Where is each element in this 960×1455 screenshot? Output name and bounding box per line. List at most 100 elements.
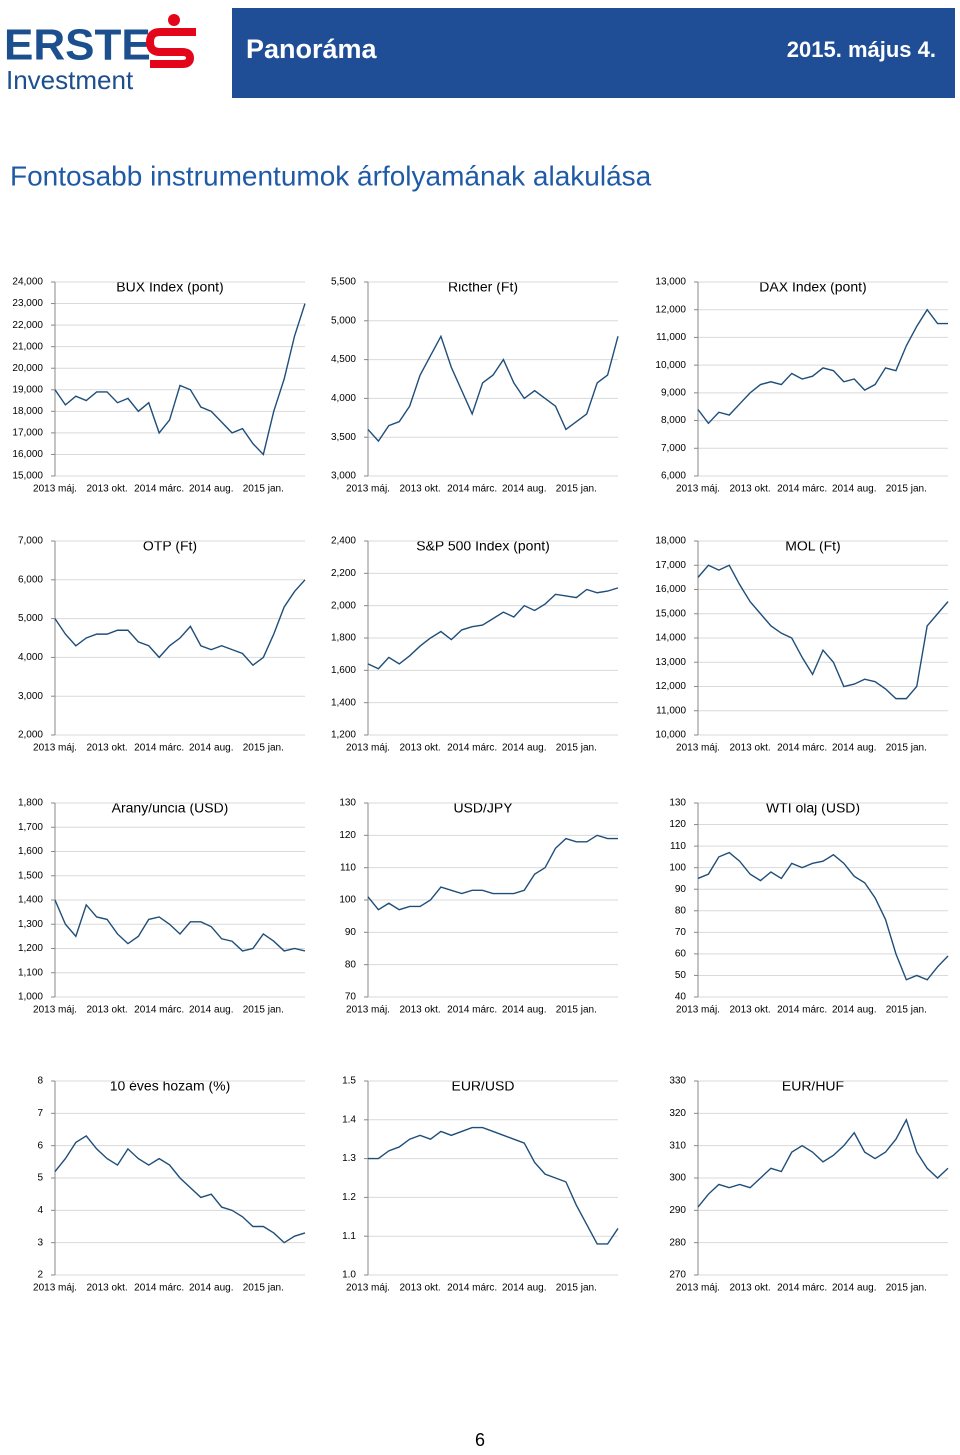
x-tick-label: 2014 márc.	[777, 484, 827, 495]
y-tick-label: 40	[675, 992, 687, 1003]
y-tick-label: 10,000	[655, 360, 686, 371]
x-tick-label: 2014 aug.	[832, 1005, 877, 1016]
y-tick-label: 11,000	[656, 332, 686, 343]
chart-title: USD/JPY	[453, 800, 513, 816]
y-tick-label: 18,000	[655, 536, 686, 547]
y-tick-label: 6	[37, 1140, 43, 1151]
y-tick-label: 4,000	[18, 652, 43, 663]
y-tick-label: 310	[669, 1140, 686, 1151]
chart: EUR/HUF 270 280 290 300 310 320 330 2013 máj. 201…	[669, 1076, 949, 1294]
y-tick-label: 120	[339, 830, 356, 841]
y-tick-label: 270	[669, 1270, 686, 1281]
y-tick-label: 7,000	[18, 536, 43, 547]
x-tick-label: 2015 jan.	[556, 743, 597, 754]
x-tick-label: 2014 aug.	[189, 1283, 234, 1294]
y-tick-label: 320	[669, 1108, 686, 1119]
chart: OTP (Ft) 2,000 3,000 4,000 5,000 6,000 7,000 20…	[18, 536, 306, 754]
y-tick-label: 1.4	[342, 1114, 356, 1125]
y-tick-label: 1,600	[18, 846, 43, 857]
x-tick-label: 2013 okt.	[400, 1283, 441, 1294]
x-tick-label: 2015 jan.	[556, 1005, 597, 1016]
x-tick-label: 2014 aug.	[502, 1005, 547, 1016]
x-tick-label: 2013 okt.	[87, 1005, 128, 1016]
price-line	[367, 334, 619, 443]
y-tick-label: 11,000	[656, 705, 686, 716]
x-tick-label: 2014 márc.	[134, 743, 184, 754]
chart: MOL (Ft) 10,000 11,000 12,000 13,000 14,000 15…	[655, 536, 949, 754]
y-tick-label: 130	[669, 798, 686, 809]
y-tick-label: 3,500	[331, 432, 356, 443]
chart: Arany/uncia (USD) 1,000 1,100 1,200 1,300 1,4…	[18, 798, 306, 1016]
x-tick-label: 2013 okt.	[400, 484, 441, 495]
x-tick-label: 2013 okt.	[730, 1005, 771, 1016]
y-tick-label: 20,000	[12, 363, 43, 374]
y-tick-label: 1,800	[18, 798, 43, 809]
x-tick-label: 2015 jan.	[556, 484, 597, 495]
x-tick-label: 2014 márc.	[134, 1005, 184, 1016]
y-tick-label: 9,000	[661, 387, 686, 398]
y-tick-label: 100	[339, 895, 356, 906]
chart-title: EUR/HUF	[782, 1078, 844, 1094]
y-tick-label: 16,000	[12, 449, 43, 460]
y-tick-label: 10,000	[655, 730, 686, 741]
x-tick-label: 2015 jan.	[886, 1005, 927, 1016]
price-line	[368, 1126, 619, 1245]
price-line	[367, 587, 619, 670]
y-tick-label: 22,000	[12, 320, 43, 331]
header-title: Panoráma	[246, 34, 378, 64]
x-tick-label: 2014 márc.	[134, 1283, 184, 1294]
y-tick-label: 7	[37, 1108, 43, 1119]
y-tick-label: 15,000	[655, 608, 686, 619]
x-tick-label: 2013 máj.	[676, 484, 720, 495]
chart: WTI olaj (USD) 40 50 60 70 80 90 100 110 120 130 20…	[669, 798, 949, 1016]
chart: Ricther (Ft) 3,000 3,500 4,000 4,500 5,000 5,5…	[331, 277, 619, 495]
x-tick-label: 2014 aug.	[832, 743, 877, 754]
y-tick-label: 13,000	[655, 277, 686, 288]
y-tick-label: 12,000	[655, 681, 686, 692]
chart-title: 10 éves hozam (%)	[110, 1078, 231, 1094]
y-tick-label: 6,000	[18, 574, 43, 585]
y-tick-label: 1,400	[18, 895, 43, 906]
x-tick-label: 2014 aug.	[189, 743, 234, 754]
chart-title: Arany/uncia (USD)	[112, 800, 229, 816]
y-tick-label: 110	[340, 862, 356, 873]
y-tick-label: 7,000	[661, 443, 686, 454]
price-line	[54, 303, 306, 456]
x-tick-label: 2015 jan.	[243, 1283, 284, 1294]
y-tick-label: 120	[669, 819, 686, 830]
x-tick-label: 2013 máj.	[346, 1283, 390, 1294]
y-tick-label: 1,600	[331, 665, 356, 676]
price-line	[697, 1118, 949, 1208]
x-tick-label: 2014 márc.	[447, 743, 497, 754]
x-tick-label: 2013 máj.	[676, 1005, 720, 1016]
y-tick-label: 3	[37, 1237, 43, 1248]
x-tick-label: 2013 máj.	[33, 1005, 77, 1016]
y-tick-label: 90	[345, 927, 357, 938]
price-line	[54, 1135, 306, 1244]
y-tick-label: 4,500	[331, 354, 356, 365]
y-tick-label: 330	[669, 1076, 686, 1087]
x-tick-label: 2014 aug.	[502, 1283, 547, 1294]
x-tick-label: 2015 jan.	[243, 484, 284, 495]
y-tick-label: 100	[669, 862, 686, 873]
x-tick-label: 2013 okt.	[730, 1283, 771, 1294]
chart: BUX Index (pont) 15,000 16,000 17,000 18,000…	[12, 277, 306, 495]
y-tick-label: 1,800	[331, 633, 356, 644]
page-number: 6	[475, 1430, 485, 1450]
x-tick-label: 2014 márc.	[777, 1283, 827, 1294]
y-tick-label: 5,000	[331, 315, 356, 326]
x-tick-label: 2014 márc.	[134, 484, 184, 495]
y-tick-label: 1,200	[331, 730, 356, 741]
price-line	[697, 308, 948, 425]
x-tick-label: 2014 márc.	[447, 1005, 497, 1016]
chart-title: S&P 500 Index (pont)	[416, 538, 550, 554]
y-tick-label: 1.5	[342, 1076, 356, 1087]
x-tick-label: 2014 márc.	[447, 484, 497, 495]
x-tick-label: 2015 jan.	[556, 1283, 597, 1294]
y-tick-label: 1.0	[342, 1270, 356, 1281]
x-tick-label: 2013 máj.	[676, 743, 720, 754]
x-tick-label: 2014 aug.	[502, 743, 547, 754]
y-tick-label: 290	[669, 1205, 686, 1216]
